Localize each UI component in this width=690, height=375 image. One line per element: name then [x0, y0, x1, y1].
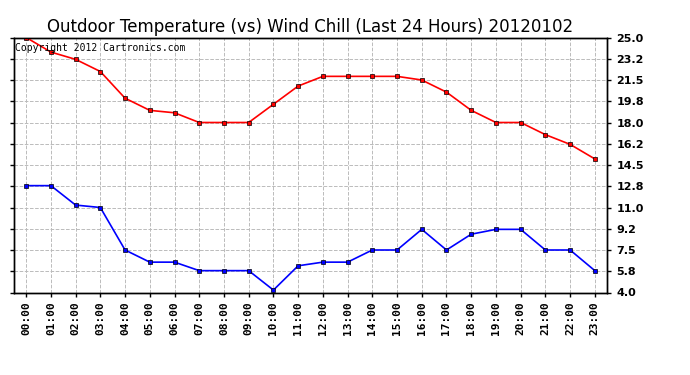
- Title: Outdoor Temperature (vs) Wind Chill (Last 24 Hours) 20120102: Outdoor Temperature (vs) Wind Chill (Las…: [48, 18, 573, 36]
- Text: Copyright 2012 Cartronics.com: Copyright 2012 Cartronics.com: [15, 43, 186, 52]
